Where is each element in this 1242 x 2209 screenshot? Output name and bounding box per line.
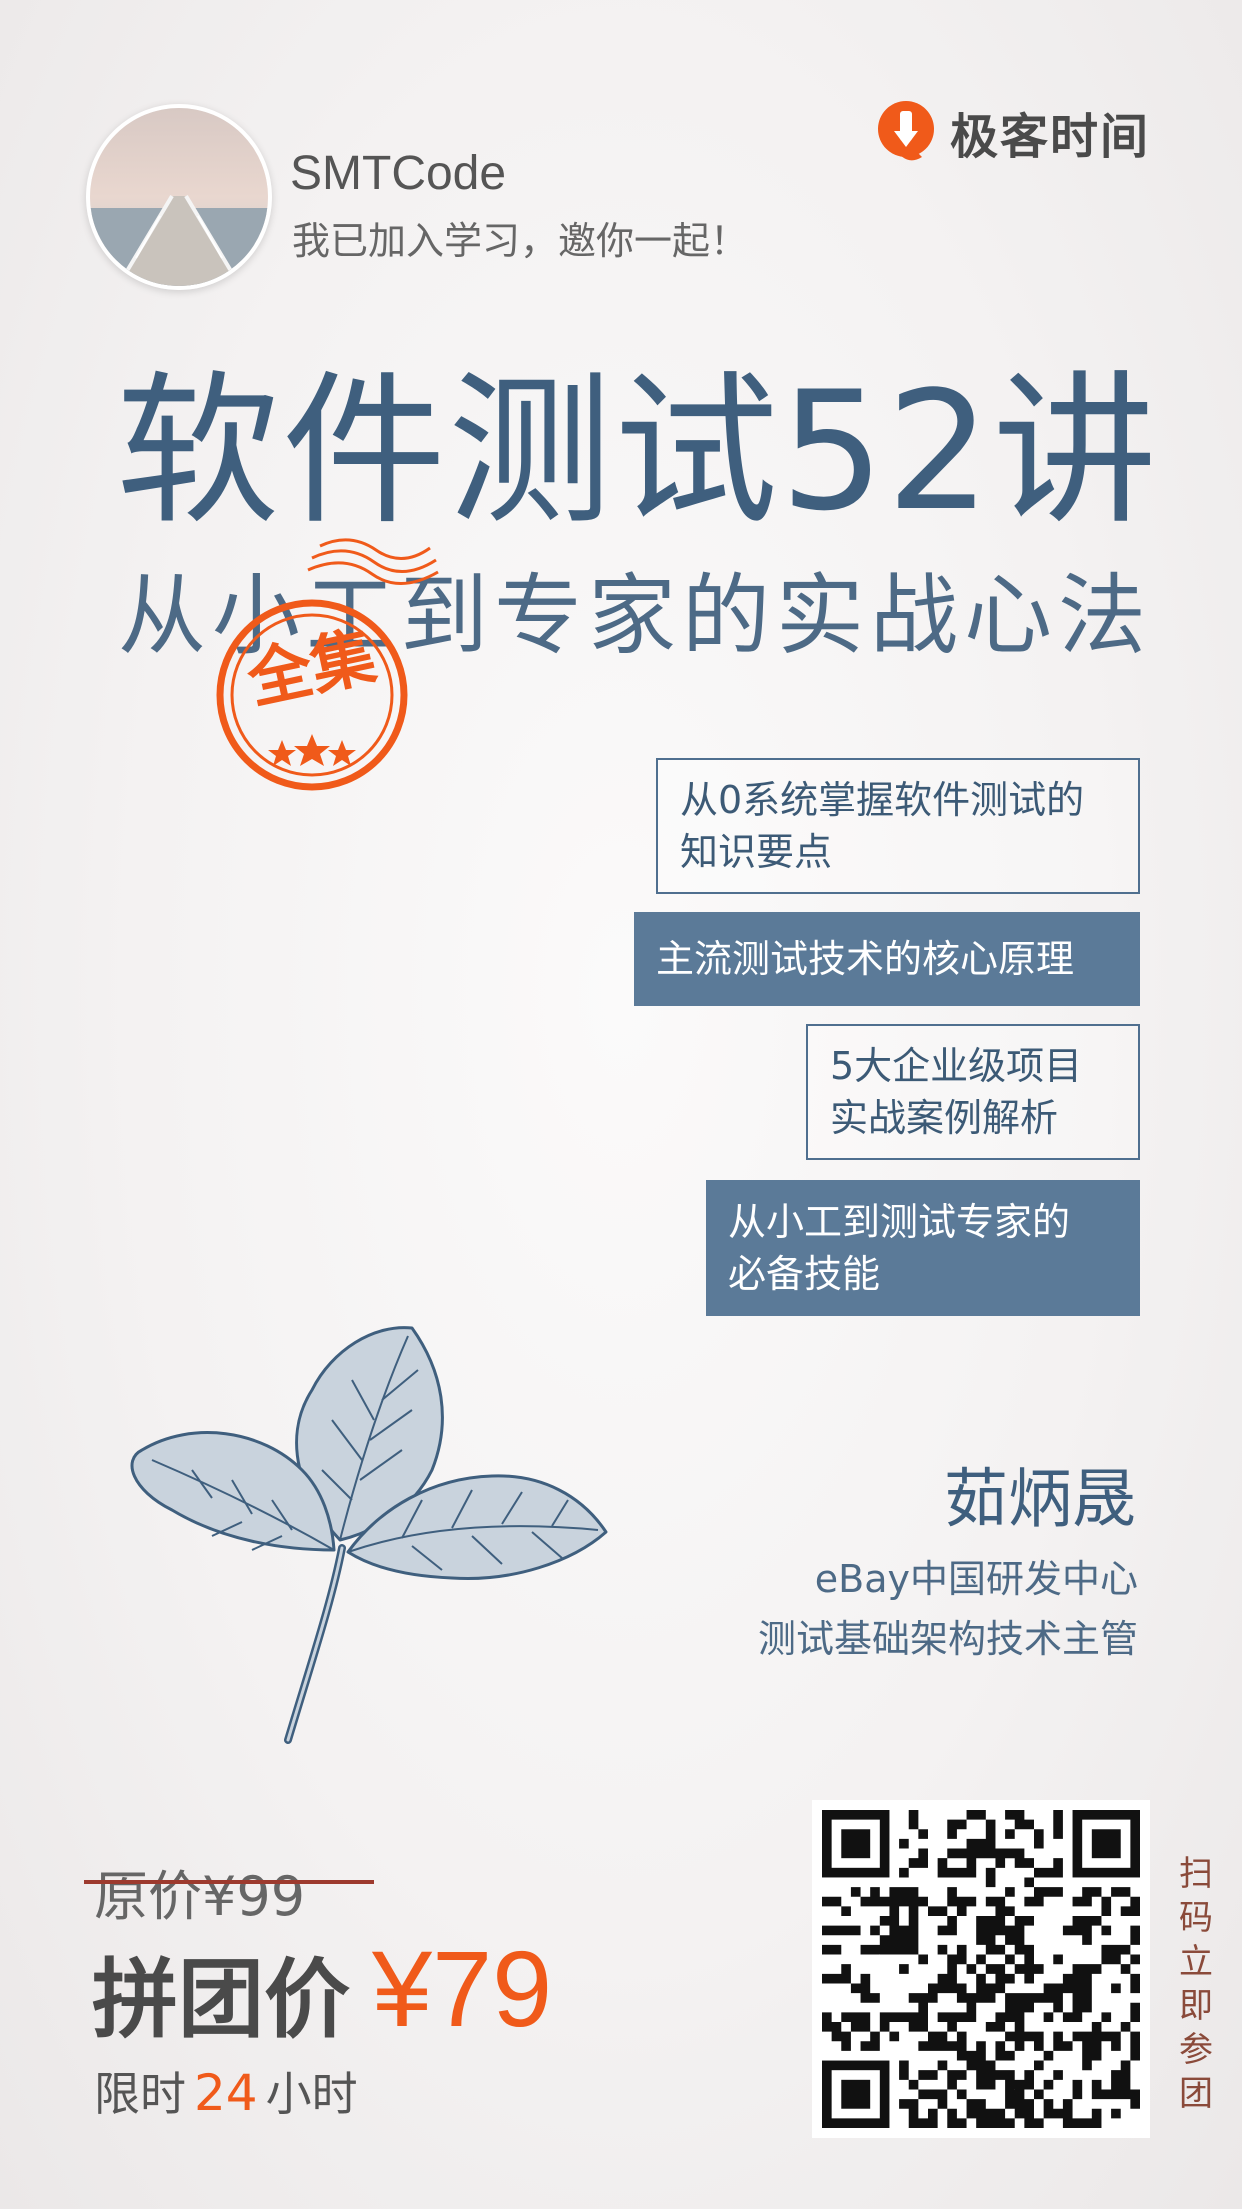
group-price-value: ¥79 (372, 1928, 553, 2049)
feature-line: 必备技能 (728, 1252, 881, 1296)
time-limit: 限时 24 小时 (94, 2058, 358, 2124)
stamp-icon: 全集 (216, 538, 439, 791)
original-price: 原价¥99 (94, 1865, 306, 1928)
leaf-icon (130, 1326, 608, 1744)
time-limit-suffix: 小时 (265, 2067, 358, 2121)
avatar[interactable] (86, 104, 272, 290)
group-price: 拼团价 ¥79 (92, 1928, 553, 2050)
brand-logo[interactable]: 极客时间 (874, 96, 1164, 168)
geektime-logo-icon (878, 101, 934, 161)
course-subtitle: 从小工到专家的实战心法 (118, 564, 1153, 667)
complete-stamp: 全集 (200, 530, 440, 800)
feature-item: 从小工到测试专家的 必备技能 (706, 1180, 1140, 1316)
feature-item: 从0系统掌握软件测试的 知识要点 (656, 758, 1140, 894)
author-name: 茹炳晟 (944, 1463, 1136, 1537)
feature-line: 5大企业级项目 (830, 1044, 1083, 1088)
scan-caption-text: 扫码立即参团 (1179, 1854, 1213, 2114)
strikethrough-line (84, 1880, 374, 1884)
author-org: eBay中国研发中心 (814, 1557, 1138, 1601)
author-title: 测试基础架构技术主管 (757, 1617, 1138, 1661)
feature-line: 实战案例解析 (830, 1096, 1059, 1140)
course-title: 软件测试52讲 (116, 356, 1159, 547)
qr-code[interactable] (812, 1800, 1150, 2138)
feature-item: 主流测试技术的核心原理 (634, 912, 1140, 1006)
time-limit-hours: 24 (194, 2064, 258, 2122)
avatar-pier-image (90, 108, 268, 286)
invite-text: 我已加入学习，邀你一起！ (292, 219, 749, 263)
username: SMTCode (290, 147, 507, 200)
feature-line: 从0系统掌握软件测试的 (680, 778, 1085, 822)
qr-code-icon (822, 1810, 1140, 2128)
feature-item: 5大企业级项目 实战案例解析 (806, 1024, 1140, 1160)
feature-line: 知识要点 (680, 830, 833, 874)
time-limit-prefix: 限时 (94, 2067, 186, 2121)
brand-name: 极客时间 (950, 109, 1151, 165)
group-price-label: 拼团价 (92, 1950, 350, 2050)
feature-line: 从小工到测试专家的 (728, 1200, 1071, 1244)
leaf-illustration (112, 1300, 632, 1770)
scan-caption: 扫码立即参团 (1176, 1852, 1216, 2116)
feature-line: 主流测试技术的核心原理 (656, 937, 1075, 981)
